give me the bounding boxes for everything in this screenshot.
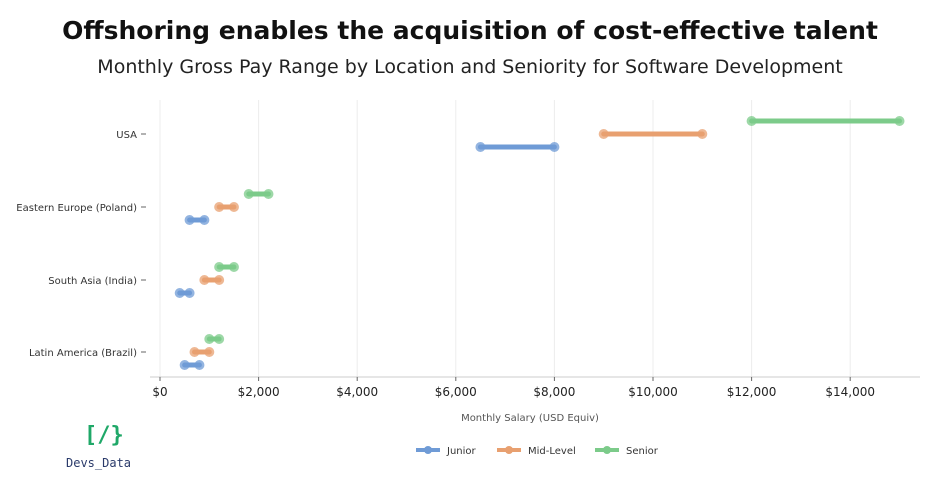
range-end-point bbox=[263, 189, 274, 199]
y-tick-label: South Asia (India) bbox=[48, 276, 137, 287]
range-start-point bbox=[199, 275, 210, 285]
x-axis-label: Monthly Salary (USD Equiv) bbox=[461, 413, 599, 424]
range-start-point bbox=[189, 347, 200, 357]
x-tick-label: $14,000 bbox=[825, 385, 875, 399]
legend-label-mid-level: Mid-Level bbox=[528, 446, 576, 457]
x-tick-label: $2,000 bbox=[238, 385, 280, 399]
y-tick-label: Eastern Europe (Poland) bbox=[16, 203, 137, 214]
x-tick-label: $6,000 bbox=[435, 385, 477, 399]
range-end-point bbox=[228, 262, 239, 272]
legend-label-junior: Junior bbox=[446, 446, 477, 457]
legend-swatch-dot bbox=[603, 446, 611, 454]
range-end-point bbox=[549, 142, 560, 152]
x-tick-label: $8,000 bbox=[533, 385, 575, 399]
range-end-point bbox=[184, 288, 195, 298]
x-axis: $0 $2,000 $4,000 $6,000 $8,000 $10,000 $12,000… bbox=[150, 376, 920, 399]
x-tick-label: $10,000 bbox=[628, 385, 678, 399]
legend-label-senior: Senior bbox=[626, 446, 659, 457]
logo-text: Devs_Data bbox=[66, 456, 132, 470]
y-tick-label: USA bbox=[116, 130, 137, 141]
range-end-point bbox=[894, 116, 905, 126]
x-tick-label: $0 bbox=[152, 385, 167, 399]
legend: Junior Mid-Level Senior bbox=[416, 446, 659, 457]
y-axis: USA Eastern Europe (Poland) South Asia (In… bbox=[16, 130, 146, 359]
range-end-point bbox=[204, 347, 215, 357]
legend-swatch-dot bbox=[505, 446, 513, 454]
grid-lines bbox=[159, 100, 851, 377]
range-start-point bbox=[184, 215, 195, 225]
range-start-point bbox=[598, 129, 609, 139]
range-end-point bbox=[228, 202, 239, 212]
x-tick-label: $12,000 bbox=[727, 385, 777, 399]
y-tick-label: Latin America (Brazil) bbox=[29, 348, 137, 359]
range-end-point bbox=[199, 215, 210, 225]
range-end-point bbox=[214, 275, 225, 285]
range-start-point bbox=[214, 202, 225, 212]
range-end-point bbox=[214, 334, 225, 344]
range-end-point bbox=[697, 129, 708, 139]
range-start-point bbox=[179, 360, 190, 370]
legend-swatch-dot bbox=[424, 446, 432, 454]
range-end-point bbox=[194, 360, 205, 370]
chart-title: Offshoring enables the acquisition of co… bbox=[62, 16, 878, 45]
range-start-point bbox=[214, 262, 225, 272]
x-tick-label: $4,000 bbox=[336, 385, 378, 399]
range-start-point bbox=[204, 334, 215, 344]
chart-marks bbox=[174, 116, 905, 370]
logo-mark: [/} bbox=[84, 423, 124, 448]
range-start-point bbox=[475, 142, 486, 152]
range-start-point bbox=[243, 189, 254, 199]
range-start-point bbox=[746, 116, 757, 126]
chart-subtitle: Monthly Gross Pay Range by Location and … bbox=[97, 56, 843, 78]
range-start-point bbox=[174, 288, 185, 298]
